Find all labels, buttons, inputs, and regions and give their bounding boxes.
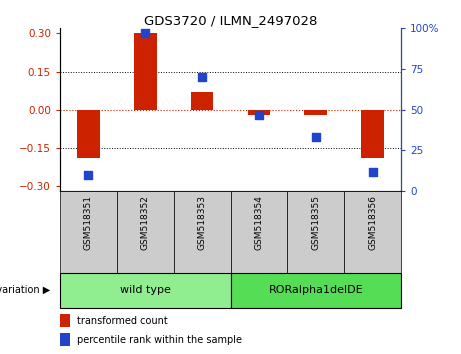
Bar xyxy=(230,191,287,273)
Bar xyxy=(60,191,117,273)
Bar xyxy=(230,273,401,308)
Text: wild type: wild type xyxy=(120,285,171,295)
Bar xyxy=(361,110,384,158)
Bar xyxy=(60,333,70,346)
Text: RORalpha1delDE: RORalpha1delDE xyxy=(268,285,363,295)
Point xyxy=(142,30,149,36)
Text: GSM518356: GSM518356 xyxy=(368,195,377,250)
Bar xyxy=(77,110,100,158)
Bar xyxy=(191,92,213,110)
Bar xyxy=(287,191,344,273)
Bar xyxy=(117,191,174,273)
Bar xyxy=(174,191,230,273)
Bar xyxy=(60,273,230,308)
Text: GSM518353: GSM518353 xyxy=(198,195,207,250)
Title: GDS3720 / ILMN_2497028: GDS3720 / ILMN_2497028 xyxy=(144,14,317,27)
Bar xyxy=(344,191,401,273)
Text: GSM518354: GSM518354 xyxy=(254,195,263,250)
Point xyxy=(312,135,319,140)
Point xyxy=(198,74,206,80)
Text: percentile rank within the sample: percentile rank within the sample xyxy=(77,335,242,345)
Bar xyxy=(304,110,327,115)
Text: GSM518352: GSM518352 xyxy=(141,195,150,250)
Bar xyxy=(134,33,157,110)
Text: genotype/variation ▶: genotype/variation ▶ xyxy=(0,285,51,295)
Bar xyxy=(248,110,270,115)
Text: GSM518355: GSM518355 xyxy=(311,195,320,250)
Text: transformed count: transformed count xyxy=(77,316,168,326)
Text: GSM518351: GSM518351 xyxy=(84,195,93,250)
Point xyxy=(85,172,92,178)
Bar xyxy=(60,314,70,327)
Point xyxy=(369,169,376,175)
Point xyxy=(255,112,263,118)
